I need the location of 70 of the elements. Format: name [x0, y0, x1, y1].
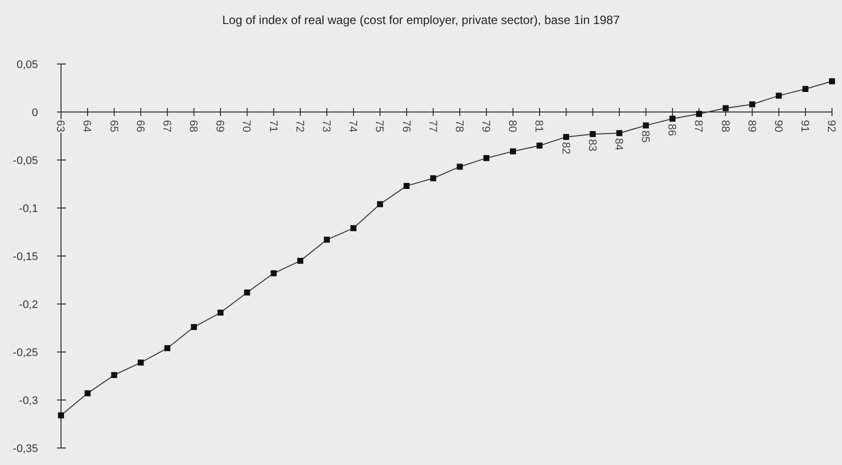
- point: [749, 101, 756, 108]
- x-tick-label: 71: [266, 120, 279, 132]
- x-tick-label: 90: [772, 120, 784, 132]
- y-tick-label: 0: [32, 106, 38, 119]
- point: [722, 105, 729, 112]
- point: [270, 270, 277, 276]
- x-tick-label: 65: [107, 120, 120, 132]
- point: [536, 142, 543, 149]
- x-tick-label: 73: [320, 120, 332, 132]
- point: [456, 164, 463, 170]
- x-tick-label: 77: [426, 120, 438, 132]
- x-tick-label: 84: [612, 138, 624, 150]
- point: [324, 236, 330, 243]
- y-tick-label: -0,35: [12, 442, 38, 455]
- y-tick-label: -0,25: [12, 346, 38, 359]
- point: [377, 201, 384, 208]
- x-tick-label: 79: [480, 120, 492, 132]
- point: [404, 182, 410, 189]
- point: [430, 175, 436, 182]
- point: [642, 122, 649, 128]
- y-tick-label: -0,05: [12, 154, 38, 167]
- x-tick-label: 76: [400, 120, 412, 132]
- point: [190, 324, 197, 330]
- point: [244, 289, 250, 296]
- x-tick-label: 89: [745, 120, 758, 132]
- x-tick-label: 88: [718, 120, 731, 132]
- y-tick-label: -0,15: [12, 250, 38, 263]
- point: [164, 345, 170, 352]
- point: [297, 258, 304, 264]
- x-tick-label: 68: [187, 120, 200, 132]
- x-tick-label: 87: [692, 120, 704, 132]
- x-tick-label: 75: [373, 120, 386, 132]
- x-tick-label: 80: [506, 120, 518, 132]
- point: [483, 155, 490, 162]
- point: [563, 134, 570, 140]
- chart-title: Log of index of real wage (cost for employer, private sector), base 1in 1987: [222, 13, 620, 27]
- x-tick-label: 67: [160, 120, 172, 132]
- x-tick-label: 92: [825, 120, 838, 132]
- x-tick-label: 81: [532, 120, 545, 132]
- x-tick-label: 64: [80, 120, 93, 132]
- x-tick-label: 69: [214, 120, 226, 132]
- x-tick-label: 70: [240, 120, 252, 132]
- x-tick-label: 63: [54, 120, 66, 132]
- point: [776, 92, 782, 99]
- point: [218, 310, 224, 316]
- x-tick-label: 72: [293, 120, 306, 132]
- x-tick-label: 86: [666, 124, 678, 136]
- point: [510, 148, 516, 154]
- point: [58, 412, 64, 418]
- point: [350, 225, 356, 232]
- point: [111, 372, 118, 378]
- y-tick-label: 0,05: [16, 58, 38, 71]
- point: [829, 78, 835, 84]
- point: [696, 110, 702, 117]
- x-tick-label: 74: [346, 120, 359, 132]
- x-tick-label: 78: [452, 120, 465, 132]
- x-tick-label: 91: [798, 120, 811, 132]
- x-tick-label: 85: [639, 130, 652, 143]
- x-tick-label: 66: [134, 120, 146, 132]
- x-tick-label: 83: [586, 139, 598, 152]
- point: [84, 390, 91, 396]
- point: [590, 131, 596, 138]
- y-tick-label: -0,3: [19, 394, 38, 407]
- point: [138, 360, 144, 366]
- y-tick-label: -0,1: [19, 202, 38, 215]
- point: [669, 116, 676, 122]
- point: [616, 130, 622, 136]
- x-tick-label: 82: [559, 142, 572, 154]
- y-tick-label: -0,2: [19, 298, 38, 311]
- point: [802, 86, 808, 92]
